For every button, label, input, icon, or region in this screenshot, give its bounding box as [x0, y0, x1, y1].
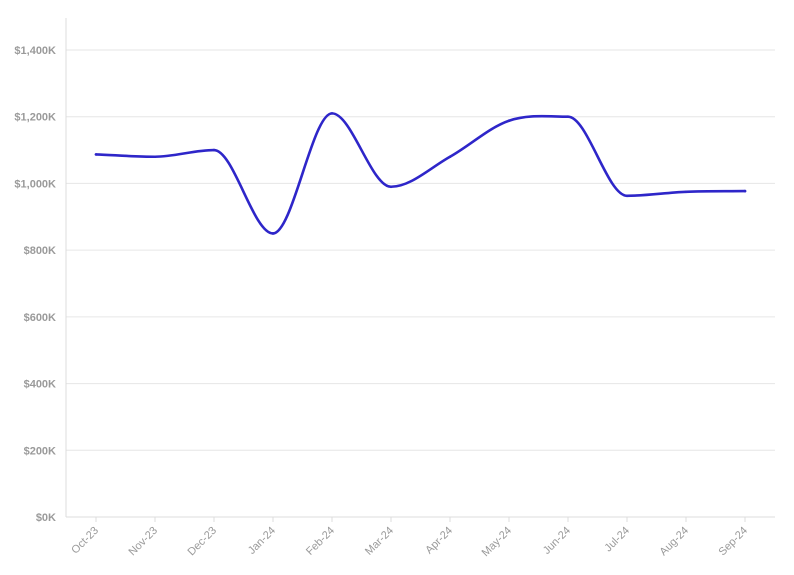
y-tick-label: $1,000K [14, 178, 56, 190]
x-axis-ticks: Oct-23 Nov-23 Dec-23 Jan-24 Feb-24 Mar-24 Apr-… [69, 517, 750, 559]
x-tick-label: Jun-24 [541, 525, 573, 557]
x-tick-label: May-24 [480, 525, 514, 559]
data-point [212, 148, 216, 152]
data-point [507, 119, 511, 123]
series-line [94, 112, 747, 235]
gridlines [66, 49, 775, 451]
y-tick-label: $200K [24, 445, 56, 457]
data-point [94, 153, 98, 156]
x-tick-label: Jul-24 [602, 525, 632, 555]
x-tick-label: Feb-24 [304, 525, 337, 558]
data-point [448, 155, 452, 159]
data-point [684, 190, 688, 194]
y-tick-label: $600K [24, 312, 56, 324]
y-tick-label: $0K [36, 512, 56, 524]
y-tick-label: $1,400K [14, 45, 56, 57]
x-tick-label: Apr-24 [423, 525, 455, 557]
x-tick-label: Jan-24 [246, 525, 278, 557]
series-layer [94, 112, 747, 235]
y-axis-ticks: $0K $200K $400K $600K $800K $1,000K $1,200K $1,… [14, 45, 56, 524]
data-point [743, 189, 747, 193]
data-point [153, 155, 157, 159]
data-point [566, 115, 570, 119]
x-tick-label: Sep-24 [717, 525, 751, 559]
x-tick-label: Dec-23 [186, 525, 220, 559]
x-tick-label: Mar-24 [363, 525, 396, 558]
data-point [330, 112, 334, 115]
x-tick-label: Aug-24 [658, 525, 692, 559]
y-tick-label: $800K [24, 245, 56, 257]
x-tick-label: Oct-23 [69, 525, 101, 557]
axes [65, 18, 775, 518]
data-point [271, 232, 275, 235]
data-point [389, 185, 393, 189]
data-point [625, 194, 629, 198]
y-tick-label: $400K [24, 379, 56, 391]
x-tick-label: Nov-23 [127, 525, 161, 559]
y-tick-label: $1,200K [14, 112, 56, 124]
